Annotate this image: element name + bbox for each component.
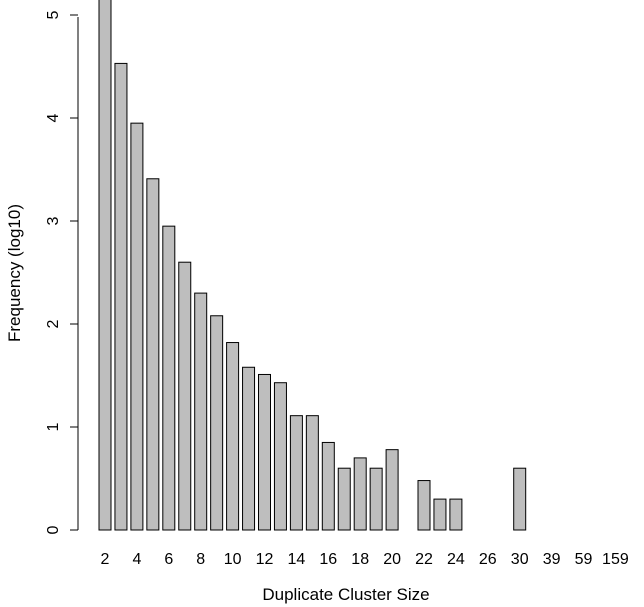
y-tick-label: 2 [45,319,62,328]
x-tick-label: 26 [479,551,497,568]
bar-12 [258,373,271,531]
bar-22 [417,480,431,531]
x-tick-label: 4 [132,551,141,568]
x-tick-label: 10 [224,551,242,568]
bar-18 [353,457,367,531]
bar-3 [114,62,128,531]
bar-7 [178,261,192,531]
bar-24 [449,498,463,531]
bar-4 [130,122,144,531]
bar-16 [321,441,335,531]
bar-15 [305,415,319,531]
y-tick-label: 5 [45,10,62,19]
x-tick-label: 22 [415,551,433,568]
bar-13 [273,382,287,531]
y-tick-label: 1 [45,422,62,431]
bar-23 [433,498,447,531]
bar-10 [226,342,240,531]
bar-19 [369,467,383,531]
bar-6 [162,225,176,531]
x-tick-label: 12 [256,551,274,568]
bar-30 [513,467,527,531]
bar-17 [337,467,351,531]
x-axis-title: Duplicate Cluster Size [262,585,429,604]
x-tick-label: 20 [383,551,401,568]
y-axis-title: Frequency (log10) [5,204,24,342]
x-tick-label: 8 [196,551,205,568]
bar-14 [289,415,303,531]
bar-9 [210,315,224,531]
x-tick-label: 159 [602,551,629,568]
x-tick-label: 14 [288,551,306,568]
y-tick-label: 3 [45,216,62,225]
bar-8 [194,292,208,531]
x-tick-label: 30 [511,551,529,568]
bar-20 [385,449,399,531]
bar-11 [242,366,256,531]
bars-group [98,0,527,531]
x-tick-label: 6 [164,551,173,568]
x-tick-label: 2 [101,551,110,568]
y-axis: 0 1 2 3 4 5 [45,10,79,534]
x-tick-label: 18 [351,551,369,568]
y-tick-label: 0 [45,525,62,534]
bar-5 [146,178,160,531]
y-tick-label: 4 [45,113,62,122]
bar-2 [98,0,112,531]
x-tick-label: 59 [575,551,593,568]
x-tick-label: 16 [319,551,337,568]
x-axis-tick-labels: 2 4 6 8 10 12 14 16 18 20 22 24 26 30 39 59 159 [101,551,629,568]
x-tick-label: 24 [447,551,465,568]
x-tick-label: 39 [543,551,561,568]
